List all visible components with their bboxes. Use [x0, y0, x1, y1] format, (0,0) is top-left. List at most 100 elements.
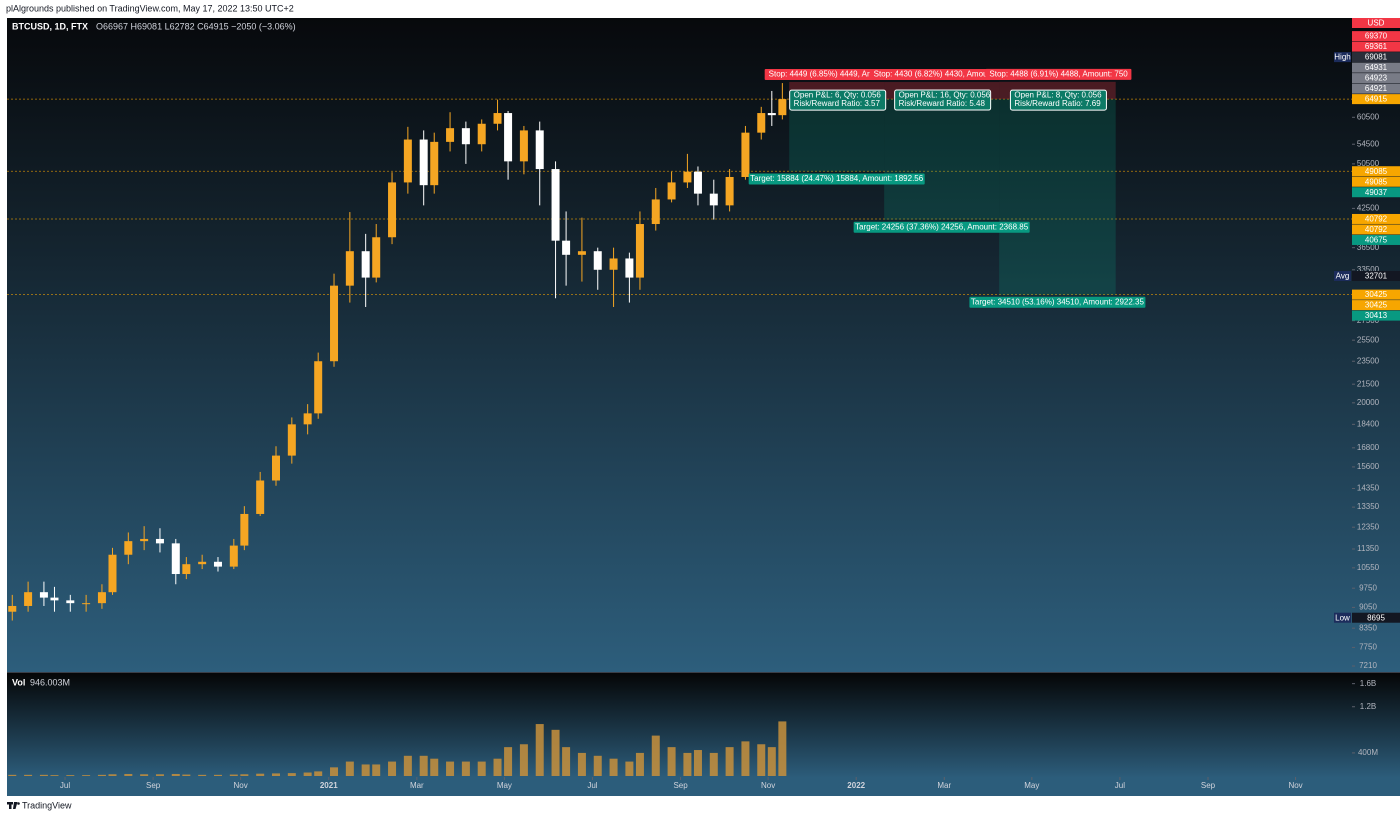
candle-body	[683, 171, 692, 183]
candle-body	[446, 128, 455, 142]
candle-body	[372, 237, 381, 278]
volume-bar	[504, 747, 513, 776]
volume-bar	[272, 773, 280, 776]
volume-bar	[651, 735, 660, 776]
x-tick-label: Sep	[146, 781, 161, 790]
price-tag	[1352, 300, 1400, 311]
candle-body	[182, 564, 191, 575]
volume-bar	[229, 774, 238, 776]
volume-bar	[108, 774, 117, 776]
y-tick-label: 9750	[1359, 583, 1377, 592]
price-tag	[1352, 289, 1400, 300]
price-tag-label: 69370	[1365, 32, 1388, 41]
candle-body	[303, 413, 312, 425]
pnl-box	[1009, 89, 1107, 111]
volume-bar	[593, 755, 602, 776]
volume-bar	[82, 775, 91, 776]
price-tag-label: 40792	[1365, 215, 1388, 224]
volume-bar	[155, 774, 164, 776]
footer-text: TradingView	[22, 800, 72, 810]
volume-title: Vol	[12, 677, 25, 687]
rr-label: Risk/Reward Ratio: 7.69	[1014, 99, 1101, 108]
y-tick-label: 7210	[1359, 661, 1377, 670]
candle-body	[198, 561, 207, 565]
y-tick-label: 50500	[1357, 159, 1380, 168]
plot-area	[7, 81, 1352, 621]
volume-bar	[609, 758, 618, 776]
volume-bar	[446, 761, 455, 776]
rr-label: Risk/Reward Ratio: 3.57	[794, 99, 881, 108]
volume-bar	[330, 767, 339, 776]
volume-bar	[778, 721, 787, 776]
volume-bar	[50, 775, 59, 776]
candle-body	[693, 171, 702, 194]
volume-bar	[240, 774, 249, 776]
target-zone	[789, 99, 885, 172]
y-tick-label: 12350	[1357, 522, 1380, 531]
volume-bar	[287, 773, 296, 776]
pnl-label: Open P&L: 16, Qty: 0.056	[899, 91, 991, 100]
price-tag	[1352, 187, 1400, 198]
volume-bar	[535, 724, 544, 776]
y-tick-label: 9050	[1359, 603, 1377, 612]
x-tick-label: Mar	[937, 781, 951, 790]
price-tag	[1352, 52, 1400, 63]
target-label: Target: 15884 (24.47%) 15884, Amount: 18…	[750, 174, 924, 183]
candle-body	[562, 240, 571, 255]
price-tag-note: Low	[1335, 613, 1350, 622]
target-label-box	[853, 221, 1030, 233]
price-tag-label: 49085	[1365, 177, 1388, 186]
x-tick-label: Jul	[1115, 781, 1125, 790]
pnl-box	[894, 89, 992, 111]
y-tick-label: 60500	[1357, 112, 1380, 121]
volume-bar	[477, 761, 486, 776]
stop-label: Stop: 4488 (6.91%) 4488, Amount: 750	[989, 69, 1128, 78]
candle-body	[388, 182, 397, 238]
candle-body	[155, 538, 164, 544]
volume-bar	[419, 755, 428, 776]
plot-background	[7, 18, 1400, 672]
volume-y-tick-label: 1.2B	[1360, 702, 1376, 711]
volume-bar	[388, 761, 397, 776]
candle-body	[577, 251, 586, 255]
x-tick-label: Mar	[410, 781, 424, 790]
target-label-box	[969, 296, 1146, 308]
price-tag-label: 30425	[1365, 301, 1388, 310]
volume-bar	[66, 775, 75, 776]
target-label: Target: 34510 (53.16%) 34510, Amount: 29…	[971, 297, 1145, 306]
price-tag-label: 49037	[1365, 188, 1388, 197]
y-tick-label: 33500	[1357, 265, 1380, 274]
volume-bar	[314, 771, 323, 776]
candle-body	[651, 199, 660, 225]
volume-bar	[124, 773, 133, 776]
y-tick-label: 13350	[1357, 502, 1380, 511]
stop-label: Stop: 4449 (6.85%) 4449, Am	[769, 70, 874, 79]
price-tag-label: 8695	[1367, 613, 1385, 622]
price-tag-note: High	[1334, 53, 1350, 62]
y-tick-label: 42500	[1357, 203, 1380, 212]
price-tag-label: 64931	[1365, 63, 1388, 72]
overlay: Stop: 4449 (6.85%) 4449, Am Open P&L: 6, …	[748, 68, 1146, 308]
candle-body	[778, 99, 787, 116]
candle-body	[403, 139, 412, 183]
volume-bar	[182, 774, 191, 776]
x-tick-label: May	[497, 781, 512, 790]
volume-bar	[345, 761, 354, 776]
stop-label: Stop: 4430 (6.82%) 4430, Amou	[874, 70, 988, 79]
candle-body	[97, 592, 106, 604]
volume-y-tick-label: 1.6B	[1360, 679, 1376, 688]
price-tag-label: 69361	[1365, 42, 1388, 51]
target-label: Target: 24256 (37.36%) 24256, Amount: 23…	[855, 222, 1029, 231]
candle-body	[24, 592, 33, 606]
volume-bar	[551, 729, 560, 776]
x-tick-label: Sep	[1201, 781, 1216, 790]
candle-body	[229, 545, 238, 567]
price-tag-label: 30425	[1365, 290, 1388, 299]
x-tick-label: Nov	[761, 781, 775, 790]
candle-body	[430, 141, 439, 186]
price-tag	[1352, 224, 1400, 235]
volume-bar	[757, 744, 766, 776]
volume-bar	[667, 747, 676, 776]
y-tick-label: 7750	[1359, 643, 1377, 652]
